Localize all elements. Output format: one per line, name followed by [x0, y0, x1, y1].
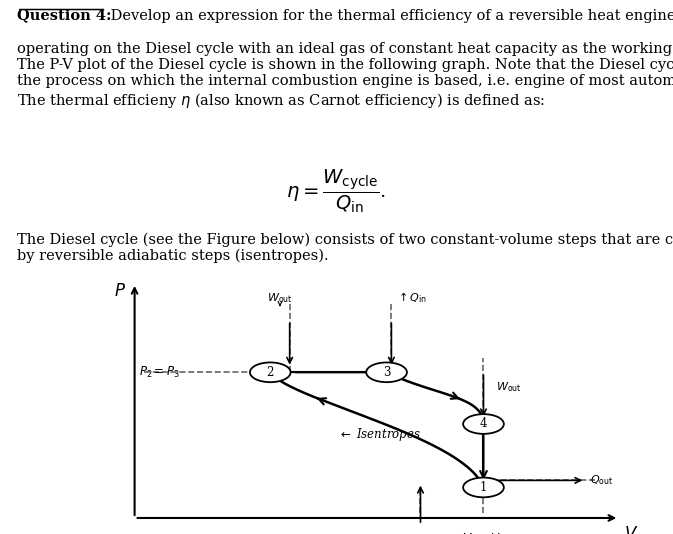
Text: $\uparrow Q_{\rm in}$: $\uparrow Q_{\rm in}$: [396, 290, 427, 305]
Text: $W_{\rm out}$: $W_{\rm out}$: [267, 292, 293, 305]
Text: $\eta = \dfrac{W_{\rm cycle}}{Q_{\rm in}}$.: $\eta = \dfrac{W_{\rm cycle}}{Q_{\rm in}…: [287, 167, 386, 215]
Text: Develop an expression for the thermal efficiency of a reversible heat engine: Develop an expression for the thermal ef…: [106, 9, 673, 22]
Circle shape: [463, 414, 504, 434]
Text: Question 4:: Question 4:: [17, 9, 111, 22]
Circle shape: [463, 477, 504, 497]
Circle shape: [250, 363, 291, 382]
Text: 1: 1: [480, 481, 487, 494]
Text: The Diesel cycle (see the Figure below) consists of two constant-volume steps th: The Diesel cycle (see the Figure below) …: [17, 232, 673, 263]
Text: $P_2 = P_3$: $P_2 = P_3$: [139, 365, 180, 380]
Text: 4: 4: [480, 418, 487, 430]
Text: $\leftarrow$ Isentropes: $\leftarrow$ Isentropes: [338, 426, 421, 443]
Text: $W_{\rm in}$: $W_{\rm in}$: [406, 533, 425, 534]
Text: $P$: $P$: [114, 283, 126, 300]
Text: 2: 2: [267, 366, 274, 379]
Text: 3: 3: [383, 366, 390, 379]
Text: $Q_{\rm out}$: $Q_{\rm out}$: [590, 474, 614, 488]
Text: operating on the Diesel cycle with an ideal gas of constant heat capacity as the: operating on the Diesel cycle with an id…: [17, 42, 673, 110]
Text: $V$: $V$: [624, 526, 639, 534]
Text: $V_1 = V_4$: $V_1 = V_4$: [462, 532, 505, 534]
Circle shape: [366, 363, 407, 382]
Text: $W_{\rm out}$: $W_{\rm out}$: [495, 381, 521, 394]
